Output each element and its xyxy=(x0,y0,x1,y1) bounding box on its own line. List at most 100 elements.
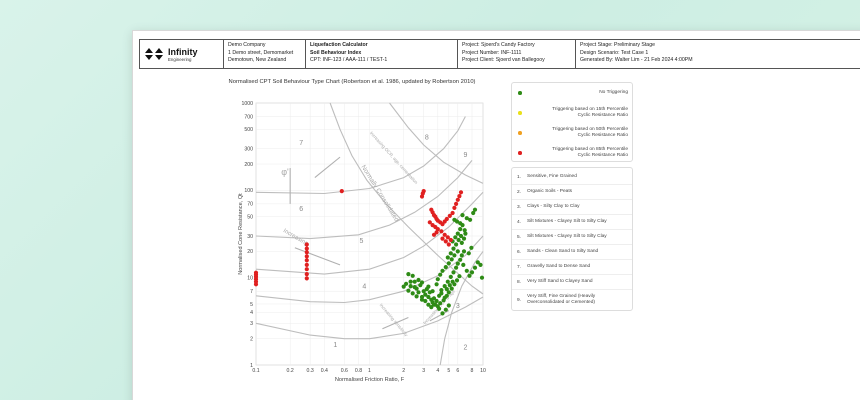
data-point xyxy=(448,237,453,243)
zone-label: Very Stiff Sand to Clayey Sand xyxy=(527,279,593,285)
data-point xyxy=(453,235,458,240)
report-header: Infinity Engineering Demo Company 1 Demo… xyxy=(139,39,860,69)
data-point xyxy=(440,311,445,316)
calculator-cell: Liquefaction Calculator Soil Behaviour I… xyxy=(306,40,458,68)
zone-boundary-curve xyxy=(439,251,484,366)
data-point xyxy=(451,270,456,275)
annotation-increasing-ocr: Increasing OCR, age, cementation xyxy=(369,130,419,185)
zone-number: 9. xyxy=(517,297,522,303)
data-point xyxy=(452,205,457,210)
annotation-arrow xyxy=(294,247,341,266)
data-point xyxy=(463,231,468,236)
zone-boundary-curve xyxy=(389,102,484,184)
zone-boundary-curve xyxy=(255,160,473,240)
x-tick-label: 0.1 xyxy=(252,368,259,374)
data-point xyxy=(446,303,451,308)
y-tick-label: 700 xyxy=(244,114,253,120)
y-tick-label: 7 xyxy=(250,289,253,295)
zone-number: 4. xyxy=(517,219,522,225)
zone-number: 8. xyxy=(517,279,522,285)
y-tick-label: 2 xyxy=(250,337,253,343)
zone-number: 5. xyxy=(517,234,522,240)
data-point xyxy=(412,279,417,284)
zone-number-label: 7 xyxy=(299,140,303,147)
x-tick-label: 5 xyxy=(447,368,450,374)
zone-label: Silt Mixtures - Clayey Silt to Silty Cla… xyxy=(527,219,607,225)
zone-boundary-curve xyxy=(329,102,484,295)
y-tick-label: 50 xyxy=(247,214,253,220)
data-point xyxy=(445,279,450,284)
zone-label: Clays - Silty Clay to Clay xyxy=(527,204,580,210)
annotation-arrow xyxy=(314,156,341,178)
data-point xyxy=(416,290,421,295)
legend-label: Triggering based on 15th Percentile Cycl… xyxy=(552,106,628,118)
data-point xyxy=(449,286,454,291)
data-point xyxy=(466,251,471,256)
data-point xyxy=(457,194,462,199)
data-point xyxy=(458,227,463,232)
data-point xyxy=(444,287,449,292)
zone-item-7: 7. Gravelly Sand to Dense Sand xyxy=(512,260,632,275)
zone-number-label: 6 xyxy=(299,206,303,213)
data-point xyxy=(448,274,453,279)
data-point xyxy=(304,267,309,272)
data-point xyxy=(455,231,460,236)
zone-item-3: 3. Clays - Silty Clay to Clay xyxy=(512,200,632,215)
data-point xyxy=(426,284,431,289)
y-tick-label: 1 xyxy=(250,363,253,369)
data-point xyxy=(450,279,455,284)
data-point xyxy=(458,190,464,195)
data-point xyxy=(426,302,431,307)
data-point xyxy=(304,258,309,263)
legend-dot-yellow xyxy=(518,111,522,115)
data-point xyxy=(450,210,455,216)
legend-dot-green xyxy=(518,91,522,95)
data-point xyxy=(455,261,460,266)
y-tick-label: 500 xyxy=(244,127,253,133)
zone-number: 6. xyxy=(517,249,522,255)
data-point xyxy=(431,296,437,301)
data-point xyxy=(458,233,464,239)
data-point xyxy=(442,295,447,300)
logo-subtitle: Engineering xyxy=(168,56,192,62)
y-tick-label: 1000 xyxy=(241,101,253,107)
data-point xyxy=(439,288,444,293)
data-point xyxy=(439,291,444,296)
zone-boundary-curve xyxy=(255,116,466,195)
x-tick-label: 2 xyxy=(402,368,405,374)
zone-number-label: 1 xyxy=(333,342,337,349)
data-point xyxy=(406,272,411,277)
data-point xyxy=(435,227,440,232)
data-point xyxy=(447,283,452,288)
data-point xyxy=(445,235,450,240)
legend-label: No Triggering xyxy=(599,89,628,95)
project-cell: Project: Sjoerd's Candy Factory Project … xyxy=(458,40,576,68)
legend-item-no-triggering: No Triggering xyxy=(518,83,628,103)
y-tick-label: 200 xyxy=(244,162,253,168)
zone-boundary-curve xyxy=(255,191,484,275)
data-point xyxy=(447,213,452,218)
data-point xyxy=(431,232,437,237)
data-point xyxy=(438,272,443,277)
y-tick-label: 30 xyxy=(247,234,253,240)
data-point xyxy=(437,306,442,311)
company-cell: Demo Company 1 Demo street, Demomarket D… xyxy=(224,40,306,68)
x-tick-label: 0.6 xyxy=(341,368,348,374)
data-point xyxy=(446,261,451,266)
data-point xyxy=(461,262,466,267)
data-point xyxy=(412,285,417,290)
zone-number: 2. xyxy=(517,189,522,195)
data-point xyxy=(304,246,309,251)
zone-number-label: 3 xyxy=(456,303,460,310)
legend-item-85th-percentile: Triggering based on 85th Percentile Cycl… xyxy=(518,143,628,163)
y-tick-label: 5 xyxy=(250,302,253,308)
zone-item-5: 5. Silt Mixtures - Clayey Silt to Silty C… xyxy=(512,230,632,245)
data-point xyxy=(440,268,445,273)
data-point xyxy=(457,274,462,279)
data-point xyxy=(475,260,480,265)
x-tick-label: 6 xyxy=(456,368,459,374)
zone-item-9: 9. Very Stiff, Fine Grained (Heavily Over… xyxy=(512,290,632,310)
zone-item-6: 6. Sands - Clean Sand to Silty Sand xyxy=(512,245,632,260)
data-point xyxy=(423,292,428,297)
legend-dot-red xyxy=(518,151,522,155)
